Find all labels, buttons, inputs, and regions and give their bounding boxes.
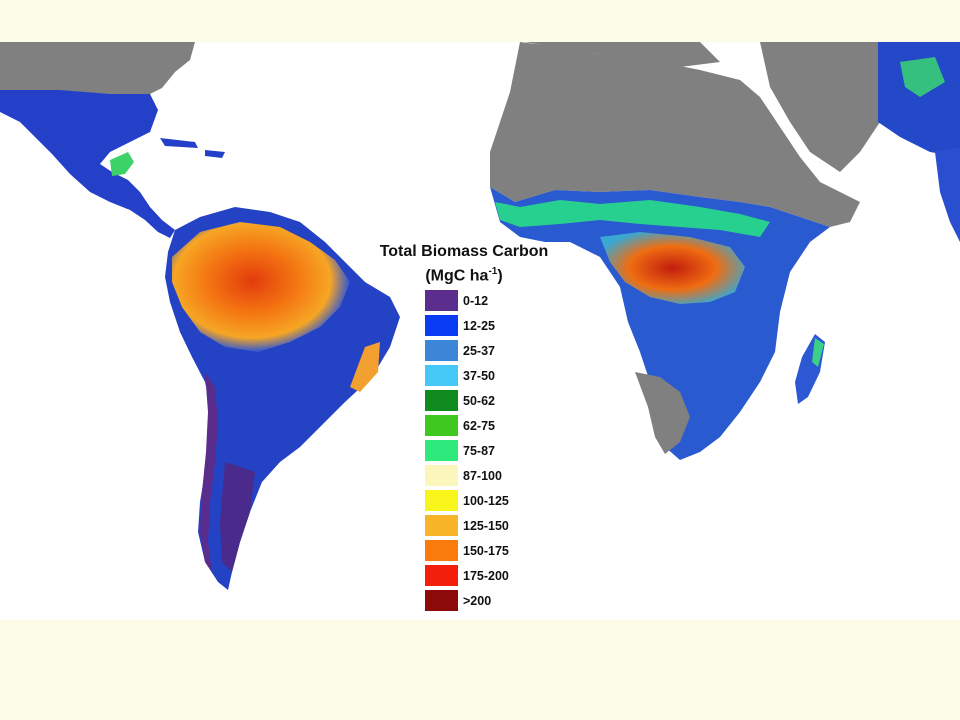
congo-basin	[600, 232, 745, 304]
legend-item: 12-25	[425, 315, 509, 336]
atlantic-forest-strip	[350, 342, 380, 392]
legend-label: 62-75	[463, 418, 495, 433]
legend-label: 25-37	[463, 343, 495, 358]
legend-label: 100-125	[463, 493, 509, 508]
legend-label: 87-100	[463, 468, 502, 483]
legend-label: 0-12	[463, 293, 489, 308]
africa-sahel-green	[495, 200, 770, 237]
legend-unit-sup: -1	[488, 266, 498, 277]
legend-label: 50-62	[463, 393, 495, 408]
central-america-green	[110, 152, 134, 176]
middle-east-gray	[760, 42, 880, 172]
legend-swatch	[425, 290, 458, 311]
caribbean-islands	[160, 138, 225, 158]
legend-unit: (MgC ha-1)	[358, 262, 570, 286]
legend-swatch	[425, 315, 458, 336]
asia-vegetation	[878, 42, 960, 157]
legend-swatch	[425, 340, 458, 361]
india-edge	[935, 147, 960, 242]
legend-title: Total Biomass Carbon (MgC ha-1)	[358, 242, 570, 286]
legend-swatch	[425, 415, 458, 436]
legend-label: 175-200	[463, 568, 509, 583]
legend-item: 125-150	[425, 515, 509, 536]
legend-swatch	[425, 490, 458, 511]
legend-item: 75-87	[425, 440, 509, 461]
legend-item: 25-37	[425, 340, 509, 361]
legend-item: 150-175	[425, 540, 509, 561]
legend-item: 100-125	[425, 490, 509, 511]
biomass-map	[0, 42, 960, 620]
legend-swatch	[425, 590, 458, 611]
legend-label: 37-50	[463, 368, 495, 383]
legend-title-line: Total Biomass Carbon	[379, 243, 549, 260]
andes-strip	[200, 372, 218, 572]
north-america-gray	[0, 42, 195, 97]
map-canvas	[0, 42, 960, 590]
legend-item: 175-200	[425, 565, 509, 586]
amazon-rainforest	[172, 222, 350, 352]
legend-swatch	[425, 515, 458, 536]
legend-item: 62-75	[425, 415, 509, 436]
europe-gray	[525, 42, 720, 67]
africa-sahel-belt	[490, 187, 830, 460]
legend-item: 87-100	[425, 465, 509, 486]
legend-label: 125-150	[463, 518, 509, 533]
legend-swatch	[425, 540, 458, 561]
legend-swatch	[425, 365, 458, 386]
legend-swatch	[425, 440, 458, 461]
patagonia	[220, 462, 255, 572]
legend-label: 75-87	[463, 443, 495, 458]
legend-unit-suffix: )	[497, 267, 503, 285]
legend-item: 0-12	[425, 290, 509, 311]
africa-sahara-gray	[490, 42, 860, 227]
legend-label: 150-175	[463, 543, 509, 558]
legend-item: 50-62	[425, 390, 509, 411]
legend-swatch	[425, 465, 458, 486]
legend-item: >200	[425, 590, 509, 611]
legend-unit-prefix: (MgC ha	[425, 267, 489, 285]
legend-label: 12-25	[463, 318, 495, 333]
legend-swatch	[425, 565, 458, 586]
legend-label: >200	[463, 593, 492, 608]
legend-item: 37-50	[425, 365, 509, 386]
madagascar-east-green	[812, 338, 824, 367]
legend: 0-12 12-25 25-37 37-50 50-62 62-75 75-87…	[425, 290, 509, 615]
legend-swatch	[425, 390, 458, 411]
mexico-central-america	[0, 90, 175, 238]
asia-green-spots	[900, 57, 945, 97]
southern-africa-gray	[635, 372, 690, 454]
